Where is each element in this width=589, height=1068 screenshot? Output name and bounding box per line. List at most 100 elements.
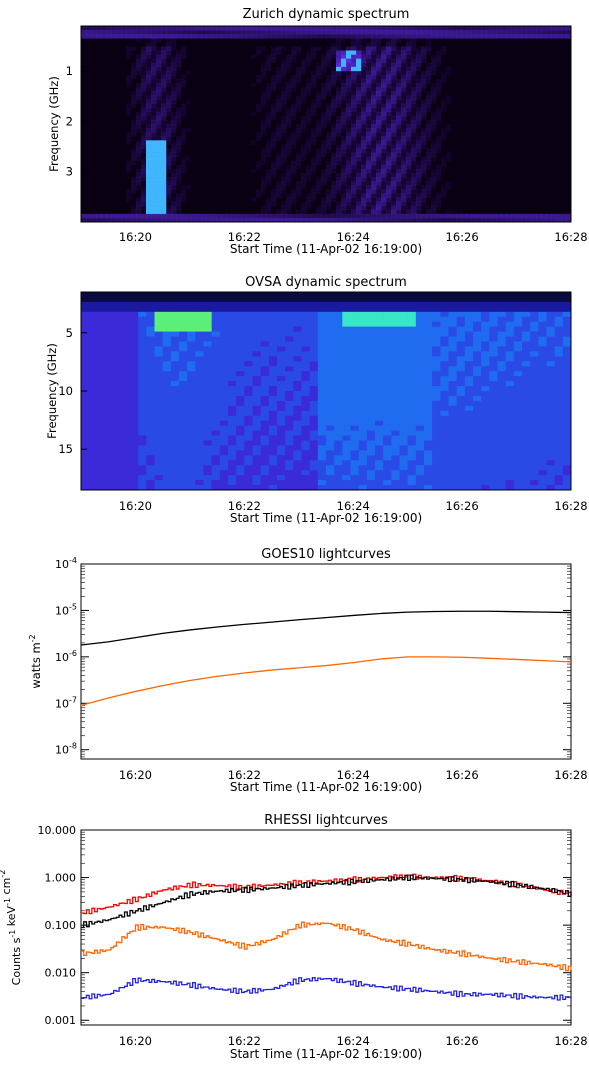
heatmap-cell <box>293 460 301 465</box>
heatmap-cell <box>356 38 361 42</box>
heatmap-cell <box>359 317 367 322</box>
heatmap-cell <box>261 441 269 446</box>
heatmap-cell <box>161 165 166 169</box>
heatmap-cell <box>204 445 212 450</box>
heatmap-cell <box>114 361 122 366</box>
heatmap-cell <box>361 104 366 108</box>
heatmap-cell <box>277 480 285 485</box>
heatmap-cell <box>401 59 406 63</box>
heatmap-cell <box>440 465 448 470</box>
heatmap-cell <box>306 202 311 206</box>
heatmap-cell <box>498 386 506 391</box>
heatmap-cell <box>391 46 396 50</box>
heatmap-cell <box>408 460 416 465</box>
heatmap-cell <box>416 214 421 218</box>
heatmap-cell <box>555 376 563 381</box>
heatmap-cell <box>176 173 181 177</box>
heatmap-cell <box>371 177 376 181</box>
heatmap-cell <box>151 181 156 185</box>
heatmap-cell <box>146 386 154 391</box>
heatmap-cell <box>481 371 489 376</box>
heatmap-cell <box>261 177 266 181</box>
heatmap-cell <box>236 302 244 307</box>
heatmap-cell <box>155 401 163 406</box>
heatmap-cell <box>285 381 293 386</box>
heatmap-cell <box>306 34 311 38</box>
heatmap-cell <box>166 63 171 67</box>
heatmap-cell <box>136 169 141 173</box>
heatmap-cell <box>366 124 371 128</box>
heatmap-cell <box>271 46 276 50</box>
heatmap-cell <box>130 436 138 441</box>
heatmap-cell <box>367 381 375 386</box>
heatmap-cell <box>179 455 187 460</box>
heatmap-cell <box>310 356 318 361</box>
heatmap-cell <box>449 450 457 455</box>
heatmap-cell <box>426 71 431 75</box>
heatmap-cell <box>436 34 441 38</box>
heatmap-cell <box>114 327 122 332</box>
heatmap-cell <box>376 202 381 206</box>
heatmap-cell <box>411 136 416 140</box>
heatmap-cell <box>131 132 136 136</box>
heatmap-cell <box>195 445 203 450</box>
heatmap-cell <box>228 351 236 356</box>
heatmap-cell <box>391 136 396 140</box>
heatmap-cell <box>277 376 285 381</box>
heatmap-cell <box>408 391 416 396</box>
heatmap-cell <box>163 342 171 347</box>
heatmap-cell <box>146 322 154 327</box>
heatmap-cell <box>146 173 151 177</box>
heatmap-cell <box>106 406 114 411</box>
heatmap-cell <box>375 376 383 381</box>
heatmap-cell <box>401 79 406 83</box>
heatmap-cell <box>356 108 361 112</box>
heatmap-cell <box>96 34 101 38</box>
heatmap-cell <box>310 361 318 366</box>
heatmap-cell <box>130 386 138 391</box>
heatmap-cell <box>201 26 206 30</box>
heatmap-cell <box>446 128 451 132</box>
heatmap-cell <box>171 317 179 322</box>
heatmap-cell <box>449 411 457 416</box>
heatmap-cell <box>261 356 269 361</box>
heatmap-cell <box>351 356 359 361</box>
heatmap-cell <box>432 307 440 312</box>
heatmap-cell <box>293 361 301 366</box>
heatmap-cell <box>89 297 97 302</box>
heatmap-cell <box>481 391 489 396</box>
heatmap-cell <box>285 322 293 327</box>
heatmap-cell <box>441 136 446 140</box>
heatmap-cell <box>432 332 440 337</box>
heatmap-cell <box>366 157 371 161</box>
heatmap-cell <box>161 177 166 181</box>
heatmap-cell <box>522 342 530 347</box>
heatmap-cell <box>406 108 411 112</box>
heatmap-cell <box>296 193 301 197</box>
heatmap-cell <box>179 317 187 322</box>
heatmap-cell <box>97 376 105 381</box>
heatmap-cell <box>421 100 426 104</box>
heatmap-cell <box>291 51 296 55</box>
heatmap-cell <box>171 149 176 153</box>
heatmap-cell <box>366 206 371 210</box>
heatmap-cell <box>457 391 465 396</box>
heatmap-cell <box>171 63 176 67</box>
heatmap-cell <box>336 210 341 214</box>
heatmap-cell <box>146 292 154 297</box>
heatmap-cell <box>316 67 321 71</box>
heatmap-cell <box>396 112 401 116</box>
heatmap-cell <box>276 132 281 136</box>
heatmap-cell <box>121 214 126 218</box>
heatmap-cell <box>302 480 310 485</box>
heatmap-cell <box>416 346 424 351</box>
heatmap-cell <box>371 193 376 197</box>
heatmap-cell <box>163 312 171 317</box>
heatmap-cell <box>411 193 416 197</box>
heatmap-cell <box>426 149 431 153</box>
heatmap-cell <box>440 460 448 465</box>
heatmap-cell <box>391 100 396 104</box>
heatmap-cell <box>563 361 571 366</box>
heatmap-cell <box>176 210 181 214</box>
heatmap-cell <box>285 317 293 322</box>
